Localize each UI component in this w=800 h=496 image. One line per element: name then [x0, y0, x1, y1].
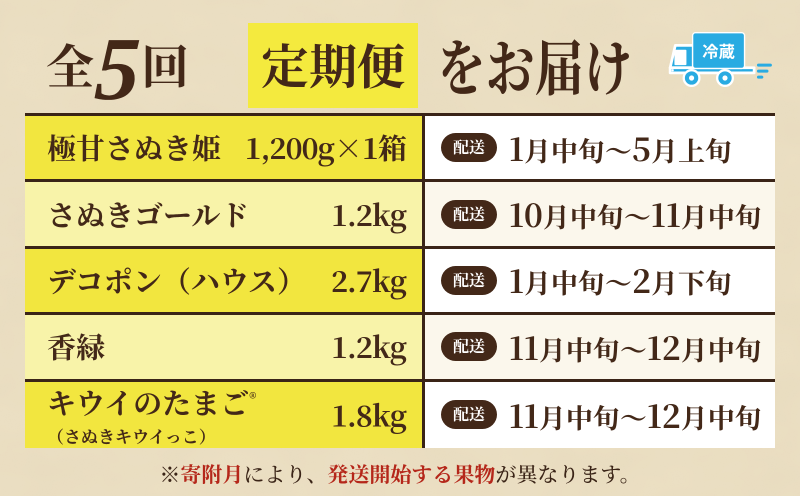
svg-text:冷蔵: 冷蔵 — [702, 38, 735, 62]
